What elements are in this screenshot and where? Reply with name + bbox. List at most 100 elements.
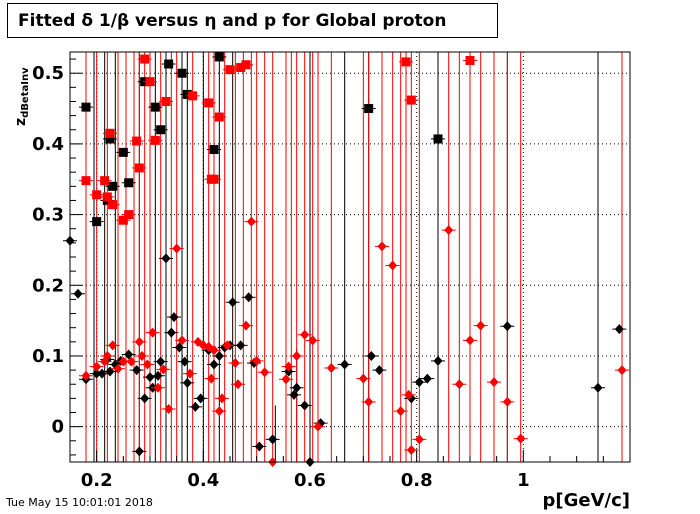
- red-diamond-point: [118, 356, 128, 367]
- red-diamond-point: [313, 421, 323, 432]
- red-diamond-point: [172, 243, 182, 254]
- black-square-point: [433, 134, 443, 144]
- red-diamond-point: [326, 362, 336, 373]
- red-diamond-point: [404, 389, 414, 400]
- black-diamond-point: [374, 365, 384, 376]
- black-square-point: [364, 104, 374, 114]
- red-diamond-point: [137, 350, 147, 361]
- red-diamond-point: [230, 358, 240, 369]
- plot-frame: [69, 51, 631, 463]
- y-axis-label-sub: dBetaInv: [20, 67, 31, 118]
- red-square-point: [108, 200, 118, 210]
- black-diamond-point: [174, 342, 184, 353]
- black-square-point: [182, 89, 192, 99]
- red-square-point: [134, 163, 144, 173]
- black-diamond-point: [268, 434, 278, 445]
- red-square-point: [406, 95, 416, 105]
- black-square-point: [156, 125, 166, 135]
- black-diamond-point: [166, 327, 176, 338]
- black-diamond-point: [292, 382, 302, 393]
- red-diamond-point: [516, 433, 526, 444]
- black-diamond-point: [124, 349, 134, 360]
- red-diamond-point: [377, 241, 387, 252]
- red-square-point: [241, 60, 251, 70]
- black-diamond-point: [169, 312, 179, 323]
- red-diamond-point: [502, 396, 512, 407]
- red-diamond-point: [476, 320, 486, 331]
- red-diamond-point: [252, 355, 262, 366]
- red-diamond-point: [134, 336, 144, 347]
- red-diamond-point: [489, 377, 499, 388]
- black-diamond-point: [228, 297, 238, 308]
- red-diamond-point: [281, 374, 291, 385]
- red-diamond-point: [292, 350, 302, 361]
- black-square-point: [108, 181, 118, 191]
- red-diamond-point: [126, 356, 136, 367]
- black-diamond-point: [132, 365, 142, 376]
- x-tick-label: 0.4: [187, 470, 219, 491]
- black-diamond-point: [73, 288, 83, 299]
- red-diamond-point: [308, 335, 318, 346]
- red-diamond-point: [414, 434, 424, 445]
- red-diamond-point: [185, 368, 195, 379]
- red-diamond-point: [388, 260, 398, 271]
- red-diamond-point: [246, 216, 256, 227]
- red-square-point: [209, 174, 219, 184]
- red-diamond-point: [81, 370, 91, 381]
- black-diamond-point: [502, 321, 512, 332]
- y-tick-label: 0.3: [32, 205, 64, 226]
- red-diamond-point: [364, 396, 374, 407]
- red-diamond-point: [300, 329, 310, 340]
- red-diamond-point: [214, 406, 224, 417]
- red-diamond-point: [617, 365, 627, 376]
- red-diamond-point: [142, 359, 152, 370]
- red-square-point: [236, 63, 246, 73]
- black-diamond-point: [134, 446, 144, 457]
- red-diamond-point: [113, 363, 123, 374]
- title-part: versus: [129, 11, 205, 31]
- y-tick-label: 0.2: [32, 275, 64, 296]
- red-diamond-point: [177, 335, 187, 346]
- black-square-point: [214, 52, 224, 62]
- title-symbol-delta: δ: [81, 11, 93, 31]
- red-diamond-point: [222, 340, 232, 351]
- red-square-point: [124, 210, 134, 220]
- black-diamond-point: [300, 400, 310, 411]
- title-symbol-beta: β: [116, 11, 130, 31]
- black-diamond-point: [593, 382, 603, 393]
- title-part: Fitted: [18, 11, 82, 31]
- black-diamond-point: [145, 372, 155, 383]
- y-tick-label: 0: [51, 417, 64, 438]
- red-square-point: [204, 98, 214, 108]
- red-diamond-point: [284, 361, 294, 372]
- red-square-point: [81, 176, 91, 186]
- black-diamond-point: [161, 253, 171, 264]
- tick-layer: 0.2 0.4 0.6 0.8 1 0 0.1 0.2 0.3 0.4 0.5: [32, 58, 631, 491]
- red-diamond-point: [444, 225, 454, 236]
- red-diamond-point: [209, 345, 219, 356]
- black-diamond-point: [340, 359, 350, 370]
- black-square-point: [164, 59, 174, 69]
- red-diamond-point: [164, 403, 174, 414]
- red-diamond-point: [358, 373, 368, 384]
- black-diamond-point: [156, 356, 166, 367]
- black-diamond-point: [422, 373, 432, 384]
- timestamp: Tue May 15 10:01:01 2018: [6, 496, 153, 509]
- black-square-point: [150, 102, 160, 112]
- black-square-point: [105, 134, 115, 144]
- black-diamond-point: [614, 324, 624, 335]
- red-diamond-point: [148, 327, 158, 338]
- red-diamond-point: [465, 335, 475, 346]
- red-diamond-point: [158, 364, 168, 375]
- marker-layer: [63, 52, 629, 467]
- black-diamond-point: [180, 356, 190, 367]
- black-diamond-point: [140, 393, 150, 404]
- chart-title: Fitted δ 1/β versus η and p for Global p…: [18, 11, 446, 31]
- x-tick-label: 1: [517, 470, 530, 491]
- error-bar-layer: [85, 52, 623, 462]
- red-diamond-point: [233, 379, 243, 390]
- black-square-point: [118, 147, 128, 157]
- black-diamond-point: [153, 370, 163, 381]
- y-tick-label: 0.5: [32, 63, 64, 84]
- red-diamond-point: [241, 320, 251, 331]
